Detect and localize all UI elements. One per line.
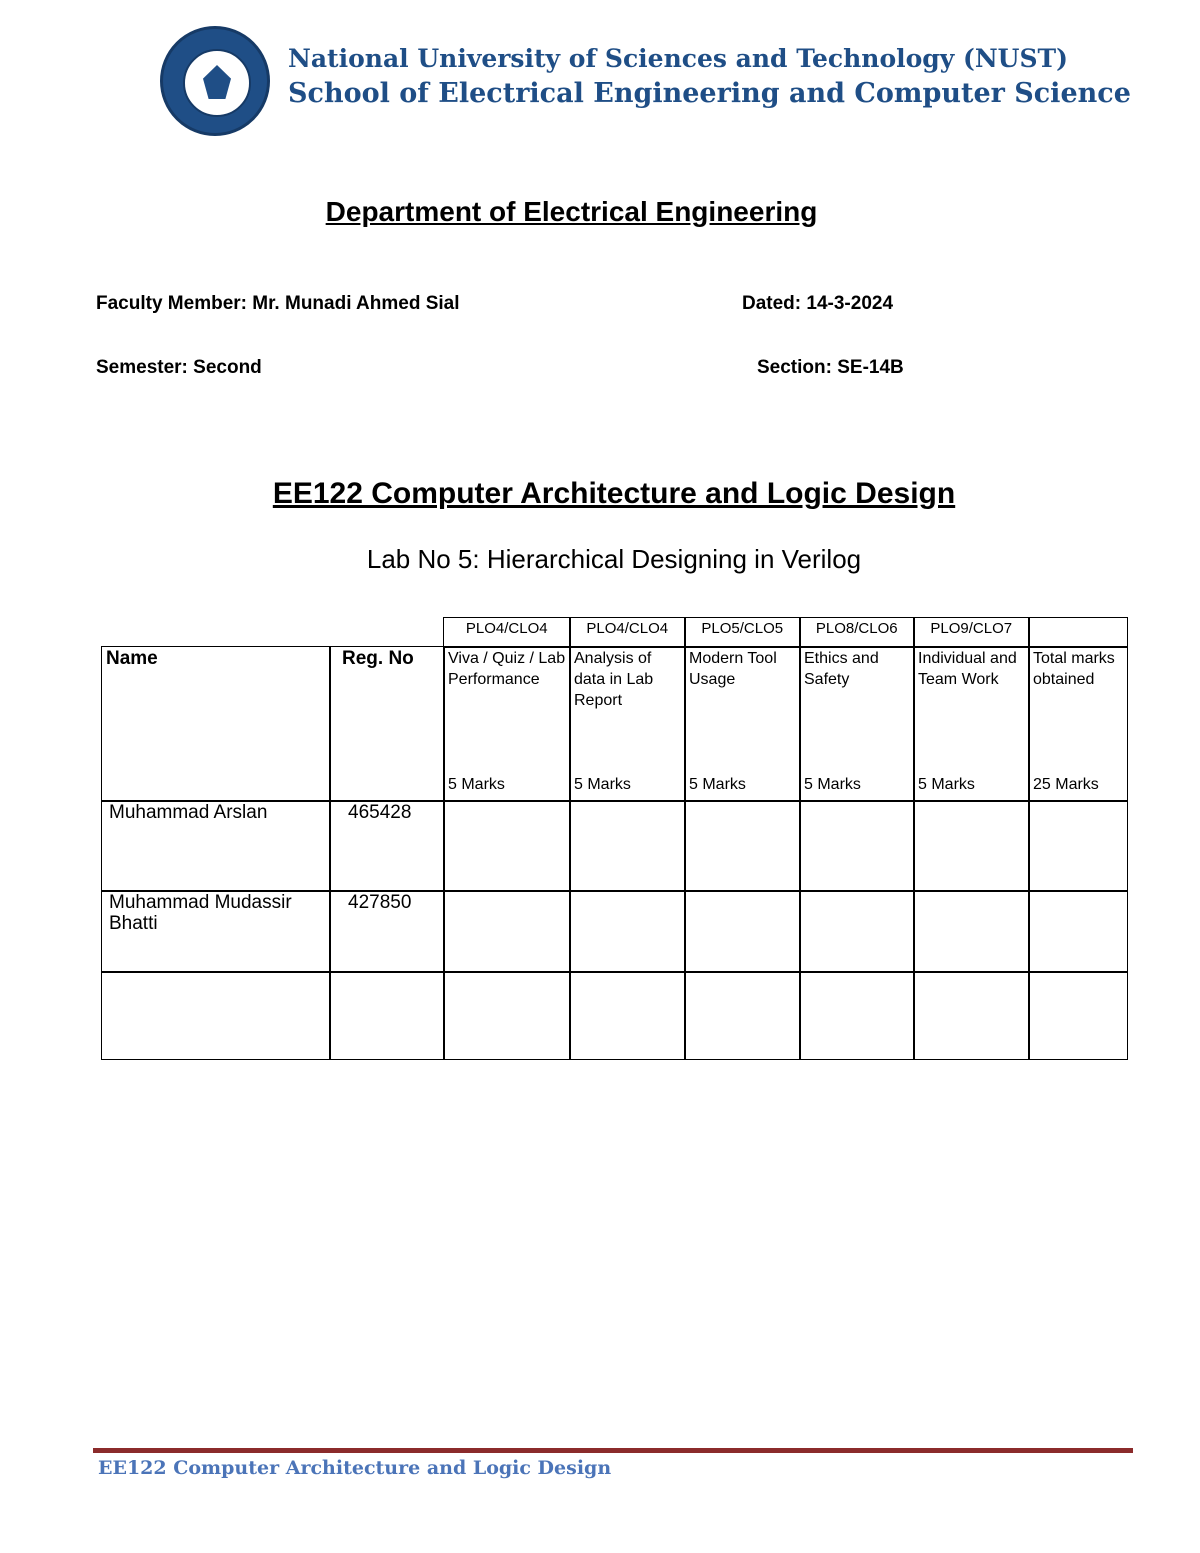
column-header: Modern Tool Usage 5 Marks	[684, 646, 801, 802]
marks-cell[interactable]	[799, 971, 915, 1060]
plo-header: PLO5/CLO5	[684, 617, 801, 648]
column-label: Analysis of data in Lab Report	[574, 650, 654, 709]
faculty-member: Faculty Member: Mr. Munadi Ahmed Sial	[96, 293, 460, 314]
marks-cell[interactable]	[569, 800, 686, 892]
column-header: Analysis of data in Lab Report 5 Marks	[569, 646, 686, 802]
nust-logo	[160, 26, 270, 136]
lab-name: Hierarchical Designing in Verilog	[479, 544, 862, 574]
marks-cell[interactable]	[684, 971, 801, 1060]
marks-cell[interactable]	[684, 890, 801, 973]
school-name: School of Electrical Engineering and Com…	[288, 78, 1131, 109]
footer-course: EE122 Computer Architecture and Logic De…	[98, 1457, 612, 1479]
plo-header: PLO4/CLO4	[569, 617, 686, 648]
marks-cell[interactable]	[443, 800, 571, 892]
column-marks: 5 Marks	[574, 775, 631, 793]
marks-cell[interactable]	[913, 971, 1030, 1060]
column-marks: 5 Marks	[918, 775, 975, 793]
reg-number	[329, 971, 445, 1060]
marks-cell[interactable]	[1028, 800, 1128, 892]
lab-number: Lab No 5:	[366, 544, 480, 574]
plo-header	[1028, 617, 1128, 648]
marks-cell[interactable]	[1028, 890, 1128, 973]
marks-cell[interactable]	[684, 800, 801, 892]
dated: Dated: 14-3-2024	[742, 293, 894, 314]
section: Section: SE-14B	[757, 357, 904, 378]
semester: Semester: Second	[96, 357, 262, 378]
reg-number: 465428	[329, 800, 445, 892]
department-title: Department of Electrical Engineering	[325, 196, 818, 227]
name-header: Name	[101, 646, 331, 802]
column-label: Ethics and Safety	[804, 650, 879, 688]
column-label: Total marks obtained	[1033, 650, 1115, 688]
column-marks: 5 Marks	[448, 775, 505, 793]
reg-number: 427850	[329, 890, 445, 973]
course-title: EE122 Computer Architecture and Logic De…	[272, 477, 956, 510]
student-name: Muhammad Arslan	[101, 800, 331, 892]
column-header: Viva / Quiz / Lab Performance 5 Marks	[443, 646, 571, 802]
student-name	[101, 971, 331, 1060]
marks-cell[interactable]	[799, 890, 915, 973]
column-marks: 5 Marks	[689, 775, 746, 793]
marks-cell[interactable]	[799, 800, 915, 892]
plo-header: PLO8/CLO6	[799, 617, 915, 648]
column-marks: 5 Marks	[804, 775, 861, 793]
marks-cell[interactable]	[443, 971, 571, 1060]
university-name: National University of Sciences and Tech…	[288, 44, 1068, 73]
column-label: Individual and Team Work	[918, 650, 1017, 688]
marks-cell[interactable]	[1028, 971, 1128, 1060]
column-header: Ethics and Safety 5 Marks	[799, 646, 915, 802]
column-header: Total marks obtained 25 Marks	[1028, 646, 1128, 802]
footer-divider	[93, 1448, 1133, 1453]
column-label: Viva / Quiz / Lab Performance	[448, 650, 566, 688]
column-header: Individual and Team Work 5 Marks	[913, 646, 1030, 802]
marks-cell[interactable]	[569, 890, 686, 973]
marks-cell[interactable]	[569, 971, 686, 1060]
column-label: Modern Tool Usage	[689, 650, 777, 688]
marks-cell[interactable]	[913, 800, 1030, 892]
plo-header: PLO4/CLO4	[443, 617, 571, 648]
marks-cell[interactable]	[913, 890, 1030, 973]
marks-cell[interactable]	[443, 890, 571, 973]
lab-title: Lab No 5: Hierarchical Designing in Veri…	[0, 544, 1200, 575]
column-marks: 25 Marks	[1033, 775, 1099, 793]
plo-header: PLO9/CLO7	[913, 617, 1030, 648]
reg-header: Reg. No	[329, 646, 445, 802]
student-name: Muhammad Mudassir Bhatti	[101, 890, 331, 973]
